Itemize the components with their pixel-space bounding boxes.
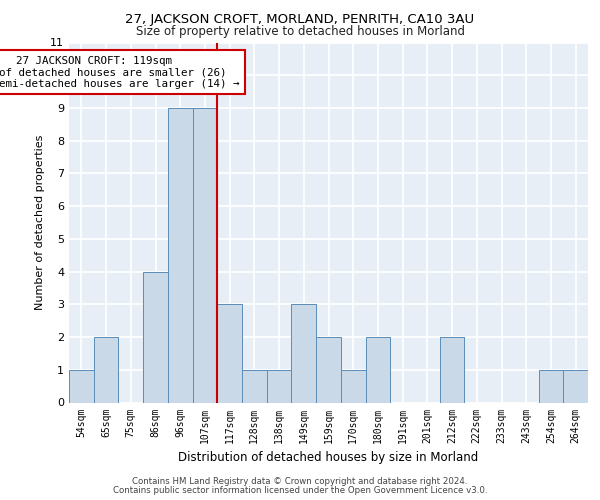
Y-axis label: Number of detached properties: Number of detached properties (35, 135, 44, 310)
Bar (563, 370, 588, 402)
Text: Size of property relative to detached houses in Morland: Size of property relative to detached ho… (136, 25, 464, 38)
Text: Contains HM Land Registry data © Crown copyright and database right 2024.: Contains HM Land Registry data © Crown c… (132, 477, 468, 486)
Bar (341, 370, 365, 402)
Bar (94, 337, 118, 402)
Text: Contains public sector information licensed under the Open Government Licence v3: Contains public sector information licen… (113, 486, 487, 495)
Bar (365, 337, 390, 402)
Bar (193, 108, 217, 403)
Bar (217, 304, 242, 402)
Bar (242, 370, 267, 402)
Bar (69, 370, 94, 402)
Bar (316, 337, 341, 402)
X-axis label: Distribution of detached houses by size in Morland: Distribution of detached houses by size … (178, 451, 479, 464)
Bar (292, 304, 316, 402)
Text: 27, JACKSON CROFT, MORLAND, PENRITH, CA10 3AU: 27, JACKSON CROFT, MORLAND, PENRITH, CA1… (125, 12, 475, 26)
Bar (267, 370, 292, 402)
Bar (539, 370, 563, 402)
Bar (440, 337, 464, 402)
Bar (168, 108, 193, 403)
Text: 27 JACKSON CROFT: 119sqm
← 63% of detached houses are smaller (26)
34% of semi-d: 27 JACKSON CROFT: 119sqm ← 63% of detach… (0, 56, 240, 89)
Bar (143, 272, 168, 402)
